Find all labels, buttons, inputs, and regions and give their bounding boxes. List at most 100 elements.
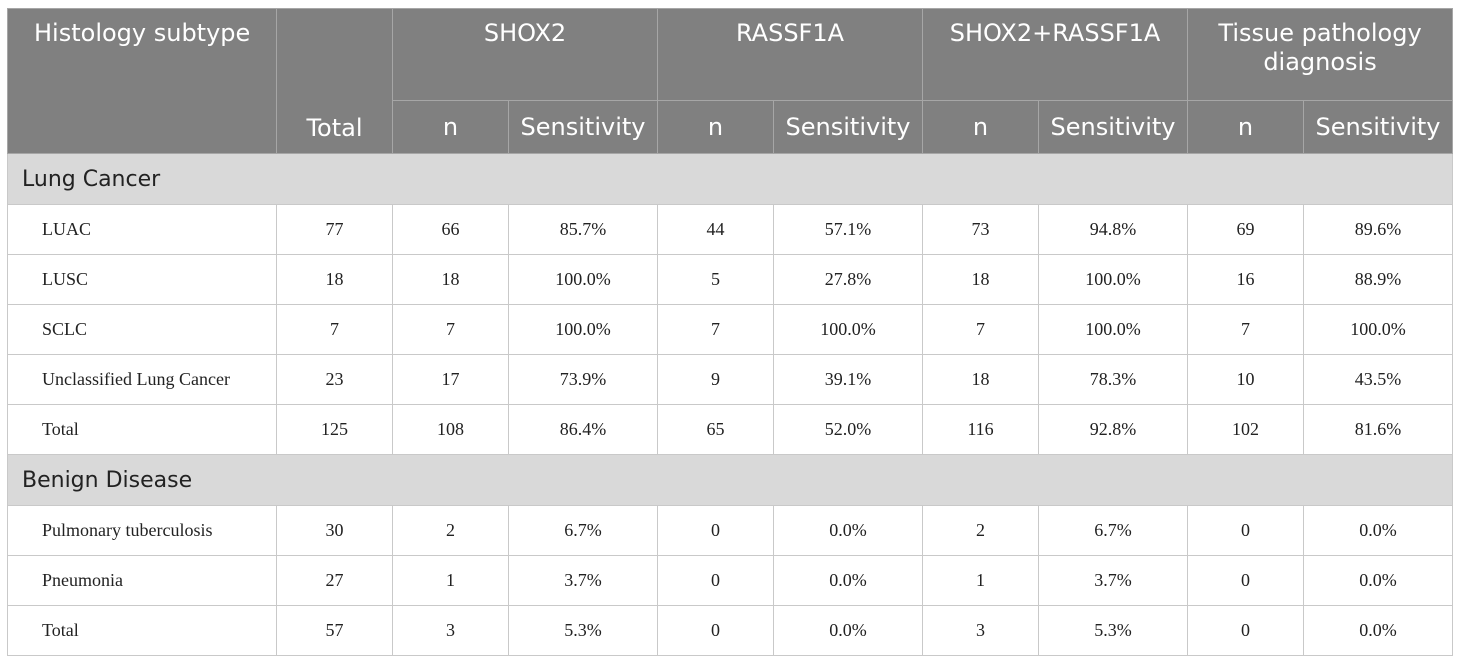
table-cell: 94.8% [1038, 204, 1189, 255]
table-cell: 7 [922, 304, 1040, 355]
table-cell: 108 [392, 404, 509, 455]
table-cell: 0.0% [1303, 605, 1454, 656]
table-cell: 30 [276, 505, 393, 556]
table-row: LUSC 18 18 100.0% 5 27.8% 18 100.0% 16 88.9% [7, 254, 1454, 305]
table-cell: 100.0% [1038, 254, 1189, 305]
table-cell: 5.3% [507, 605, 659, 656]
table-cell: 0 [1187, 505, 1305, 556]
table-cell: 116 [922, 404, 1040, 455]
table-cell: 0.0% [773, 505, 924, 556]
table-cell: 3 [922, 605, 1040, 656]
table-cell: 3 [392, 605, 509, 656]
table-cell: 78.3% [1038, 354, 1189, 405]
table-cell: 44 [657, 204, 775, 255]
table-cell: 10 [1187, 354, 1305, 405]
section-title: Benign Disease [6, 454, 1454, 506]
table-cell: 125 [276, 404, 393, 455]
table-cell: 18 [922, 354, 1040, 405]
table-cell: 0.0% [773, 555, 924, 606]
table-cell: 27 [276, 555, 393, 606]
table-cell: 17 [392, 354, 509, 405]
row-label: SCLC [7, 304, 277, 355]
table-cell: 0 [657, 555, 775, 606]
header-group-shox2: SHOX2 [391, 8, 659, 101]
table-cell: 100.0% [507, 304, 659, 355]
subheader-sensitivity: Sensitivity [507, 100, 659, 154]
row-label: Pulmonary tuberculosis [7, 505, 277, 556]
table-cell: 86.4% [507, 404, 659, 455]
table-cell: 0 [657, 605, 775, 656]
table-cell: 73.9% [507, 354, 659, 405]
table-cell: 39.1% [773, 354, 924, 405]
table-row: Pulmonary tuberculosis 30 2 6.7% 0 0.0% 2 6.7% 0… [7, 505, 1454, 556]
table-cell: 7 [276, 304, 393, 355]
table-cell: 0 [1187, 605, 1305, 656]
table-cell: 88.9% [1303, 254, 1454, 305]
row-label: Total [7, 605, 277, 656]
table-cell: 57 [276, 605, 393, 656]
table-cell: 69 [1187, 204, 1305, 255]
table-cell: 100.0% [507, 254, 659, 305]
table-cell: 18 [922, 254, 1040, 305]
header-total: Total [276, 8, 393, 154]
table-cell: 3.7% [1038, 555, 1189, 606]
table-cell: 1 [392, 555, 509, 606]
table-cell: 100.0% [1038, 304, 1189, 355]
header-group-rassf1a: RASSF1A [657, 8, 924, 101]
table-cell: 5 [657, 254, 775, 305]
table-cell: 73 [922, 204, 1040, 255]
section-row: Lung Cancer [6, 153, 1454, 205]
table-cell: 89.6% [1303, 204, 1454, 255]
subheader-sensitivity: Sensitivity [1038, 100, 1189, 154]
table-cell: 65 [657, 404, 775, 455]
section-title: Lung Cancer [6, 153, 1454, 205]
table-cell: 2 [392, 505, 509, 556]
table-cell: 100.0% [1303, 304, 1454, 355]
subheader-n: n [922, 100, 1040, 154]
table-cell: 0 [1187, 555, 1305, 606]
table-cell: 2 [922, 505, 1040, 556]
table-cell: 3.7% [507, 555, 659, 606]
table-cell: 100.0% [773, 304, 924, 355]
table-body: Lung Cancer LUAC 77 66 85.7% 44 57.1% 73 94.8% 69… [6, 153, 1454, 656]
table-cell: 18 [392, 254, 509, 305]
header-histology: Histology subtype [7, 8, 277, 154]
table-cell: 52.0% [773, 404, 924, 455]
section-row: Benign Disease [6, 454, 1454, 506]
table-cell: 0.0% [1303, 555, 1454, 606]
table-cell: 16 [1187, 254, 1305, 305]
table-cell: 0.0% [1303, 505, 1454, 556]
header-group-pathology: Tissue pathology diagnosis [1187, 8, 1454, 101]
table-cell: 0 [657, 505, 775, 556]
table-row: SCLC 7 7 100.0% 7 100.0% 7 100.0% 7 100.0% [7, 304, 1454, 355]
table-container: Histology subtype Total SHOX2 RASSF1A SH… [6, 8, 1454, 656]
subheader-sensitivity: Sensitivity [773, 100, 924, 154]
table-cell: 7 [392, 304, 509, 355]
table-cell: 5.3% [1038, 605, 1189, 656]
table-cell: 57.1% [773, 204, 924, 255]
table-row: Total 57 3 5.3% 0 0.0% 3 5.3% 0 0.0% [7, 605, 1454, 656]
table-row: LUAC 77 66 85.7% 44 57.1% 73 94.8% 69 89.6% [7, 204, 1454, 255]
table-cell: 18 [276, 254, 393, 305]
row-label: LUSC [7, 254, 277, 305]
subheader-n: n [1187, 100, 1305, 154]
table-cell: 6.7% [507, 505, 659, 556]
table-cell: 1 [922, 555, 1040, 606]
header-group-combined: SHOX2+RASSF1A [922, 8, 1189, 101]
table-cell: 81.6% [1303, 404, 1454, 455]
table-cell: 85.7% [507, 204, 659, 255]
row-label: LUAC [7, 204, 277, 255]
subheader-sensitivity: Sensitivity [1303, 100, 1454, 154]
table-cell: 43.5% [1303, 354, 1454, 405]
subheader-n: n [392, 100, 509, 154]
subheader-n: n [657, 100, 775, 154]
table-cell: 0.0% [773, 605, 924, 656]
table-cell: 77 [276, 204, 393, 255]
table-row: Unclassified Lung Cancer 23 17 73.9% 9 39.1% 1… [7, 354, 1454, 405]
table-cell: 23 [276, 354, 393, 405]
table-cell: 6.7% [1038, 505, 1189, 556]
table-cell: 27.8% [773, 254, 924, 305]
table-cell: 102 [1187, 404, 1305, 455]
table-cell: 9 [657, 354, 775, 405]
table-cell: 7 [657, 304, 775, 355]
